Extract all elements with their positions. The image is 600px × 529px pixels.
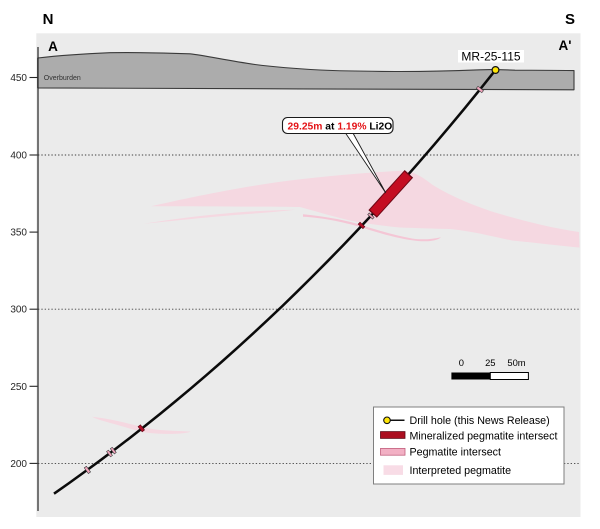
svg-text:25: 25 (485, 357, 495, 368)
svg-text:Overburden: Overburden (44, 75, 81, 82)
svg-text:400: 400 (10, 151, 27, 162)
svg-text:Drill hole (this News Release): Drill hole (this News Release) (410, 415, 550, 427)
svg-text:A: A (48, 39, 58, 54)
svg-text:S: S (565, 11, 575, 28)
svg-text:MR-25-115: MR-25-115 (461, 50, 520, 64)
svg-text:Pegmatite intersect: Pegmatite intersect (410, 447, 502, 459)
svg-text:29.25m at 1.19% Li2O: 29.25m at 1.19% Li2O (288, 122, 393, 133)
svg-text:300: 300 (10, 305, 27, 316)
svg-text:450: 450 (10, 73, 27, 84)
svg-text:Interpreted pegmatite: Interpreted pegmatite (410, 465, 512, 477)
svg-text:50m: 50m (507, 357, 525, 368)
svg-text:0: 0 (459, 357, 464, 368)
svg-text:N: N (43, 11, 54, 28)
svg-text:Mineralized pegmatite intersec: Mineralized pegmatite intersect (410, 431, 558, 443)
svg-text:350: 350 (10, 228, 27, 239)
svg-text:A': A' (559, 38, 572, 53)
svg-text:200: 200 (10, 459, 27, 470)
svg-text:250: 250 (10, 382, 27, 393)
